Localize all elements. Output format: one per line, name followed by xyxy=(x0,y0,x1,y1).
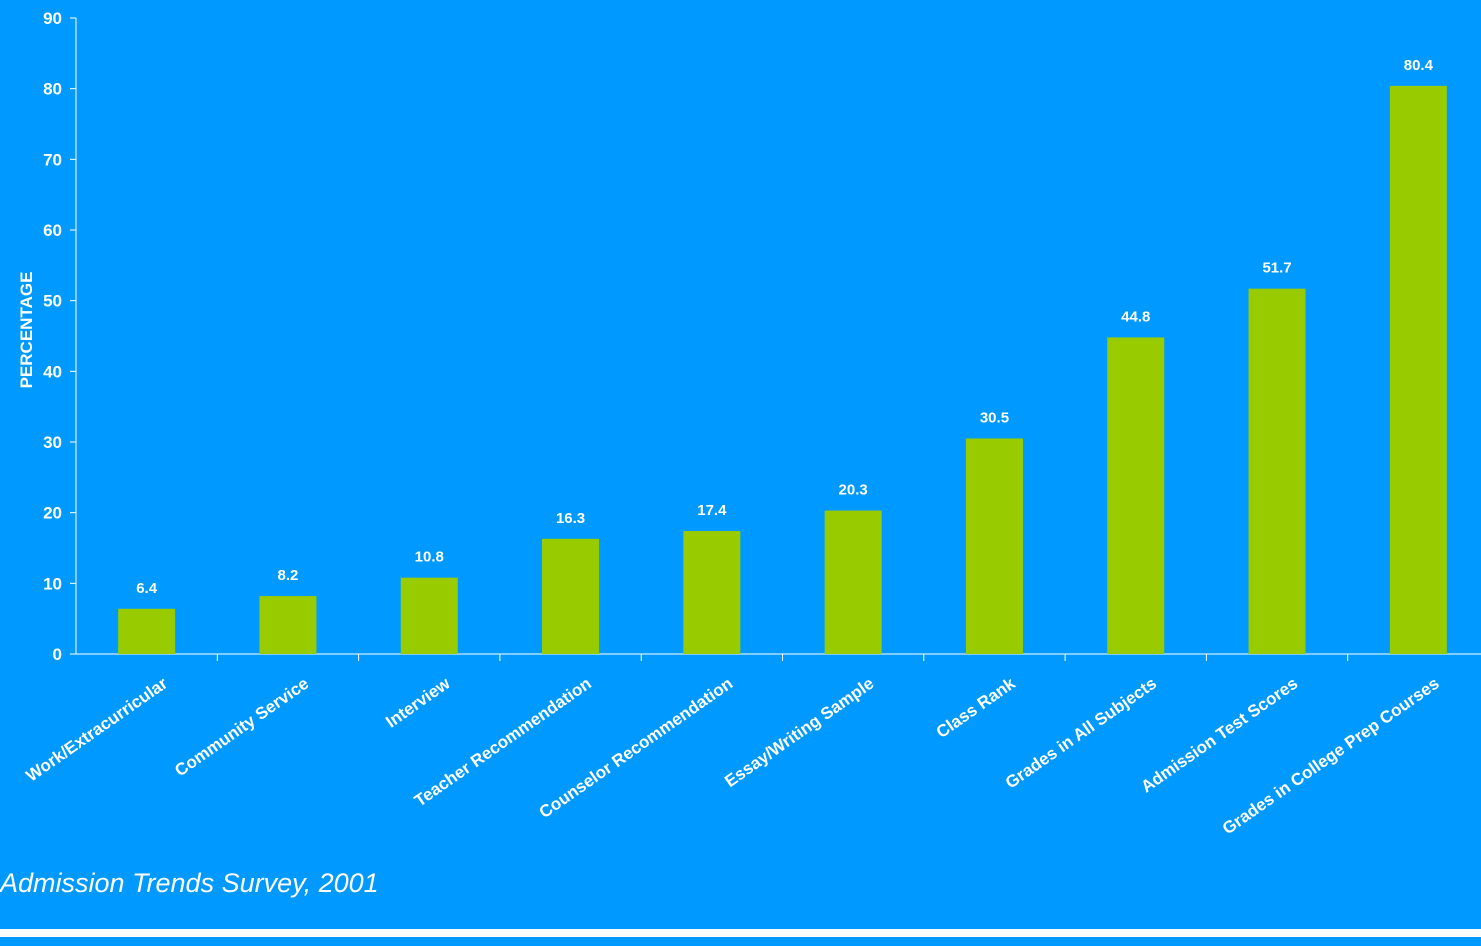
data-label: 6.4 xyxy=(136,580,158,597)
y-tick-label: 70 xyxy=(43,150,62,169)
data-label: 44.8 xyxy=(1121,308,1150,325)
bottom-divider xyxy=(0,929,1481,937)
category-label: Class Rank xyxy=(933,673,1019,741)
category-label: Admission Test Scores xyxy=(1137,674,1301,797)
data-label: 17.4 xyxy=(697,502,727,519)
bar xyxy=(1107,337,1165,654)
data-label: 80.4 xyxy=(1404,57,1434,74)
bar xyxy=(400,577,458,654)
y-axis-title: PERCENTAGE xyxy=(17,272,36,389)
y-tick-label: 60 xyxy=(43,221,62,240)
y-tick-label: 0 xyxy=(53,645,62,664)
bar xyxy=(1248,288,1306,654)
data-label: 16.3 xyxy=(556,510,585,527)
data-label: 51.7 xyxy=(1262,260,1291,277)
bar xyxy=(118,608,176,654)
data-label: 30.5 xyxy=(980,409,1009,426)
category-label: Community Service xyxy=(171,674,312,781)
bar xyxy=(542,538,600,654)
y-tick-label: 90 xyxy=(43,9,62,28)
bar xyxy=(1389,85,1447,655)
y-tick-label: 10 xyxy=(43,574,62,593)
y-tick-label: 40 xyxy=(43,362,62,381)
data-label: 20.3 xyxy=(839,482,868,499)
category-label: Interview xyxy=(382,673,454,731)
bar xyxy=(683,531,741,654)
source-note: Admission Trends Survey, 2001 xyxy=(0,868,379,898)
category-label: Grades in College Prep Courses xyxy=(1219,674,1443,839)
y-tick-label: 50 xyxy=(43,292,62,311)
category-label: Work/Extracurricular xyxy=(23,673,172,785)
data-label: 10.8 xyxy=(415,549,444,566)
category-label: Grades in All Subjects xyxy=(1002,674,1160,793)
data-label: 8.2 xyxy=(278,567,299,584)
y-tick-label: 80 xyxy=(43,80,62,99)
y-tick-label: 20 xyxy=(43,504,62,523)
bar xyxy=(259,596,317,654)
bar xyxy=(824,510,882,654)
category-label: Essay/Writing Sample xyxy=(721,674,877,791)
y-tick-label: 30 xyxy=(43,433,62,452)
bar xyxy=(965,438,1023,654)
